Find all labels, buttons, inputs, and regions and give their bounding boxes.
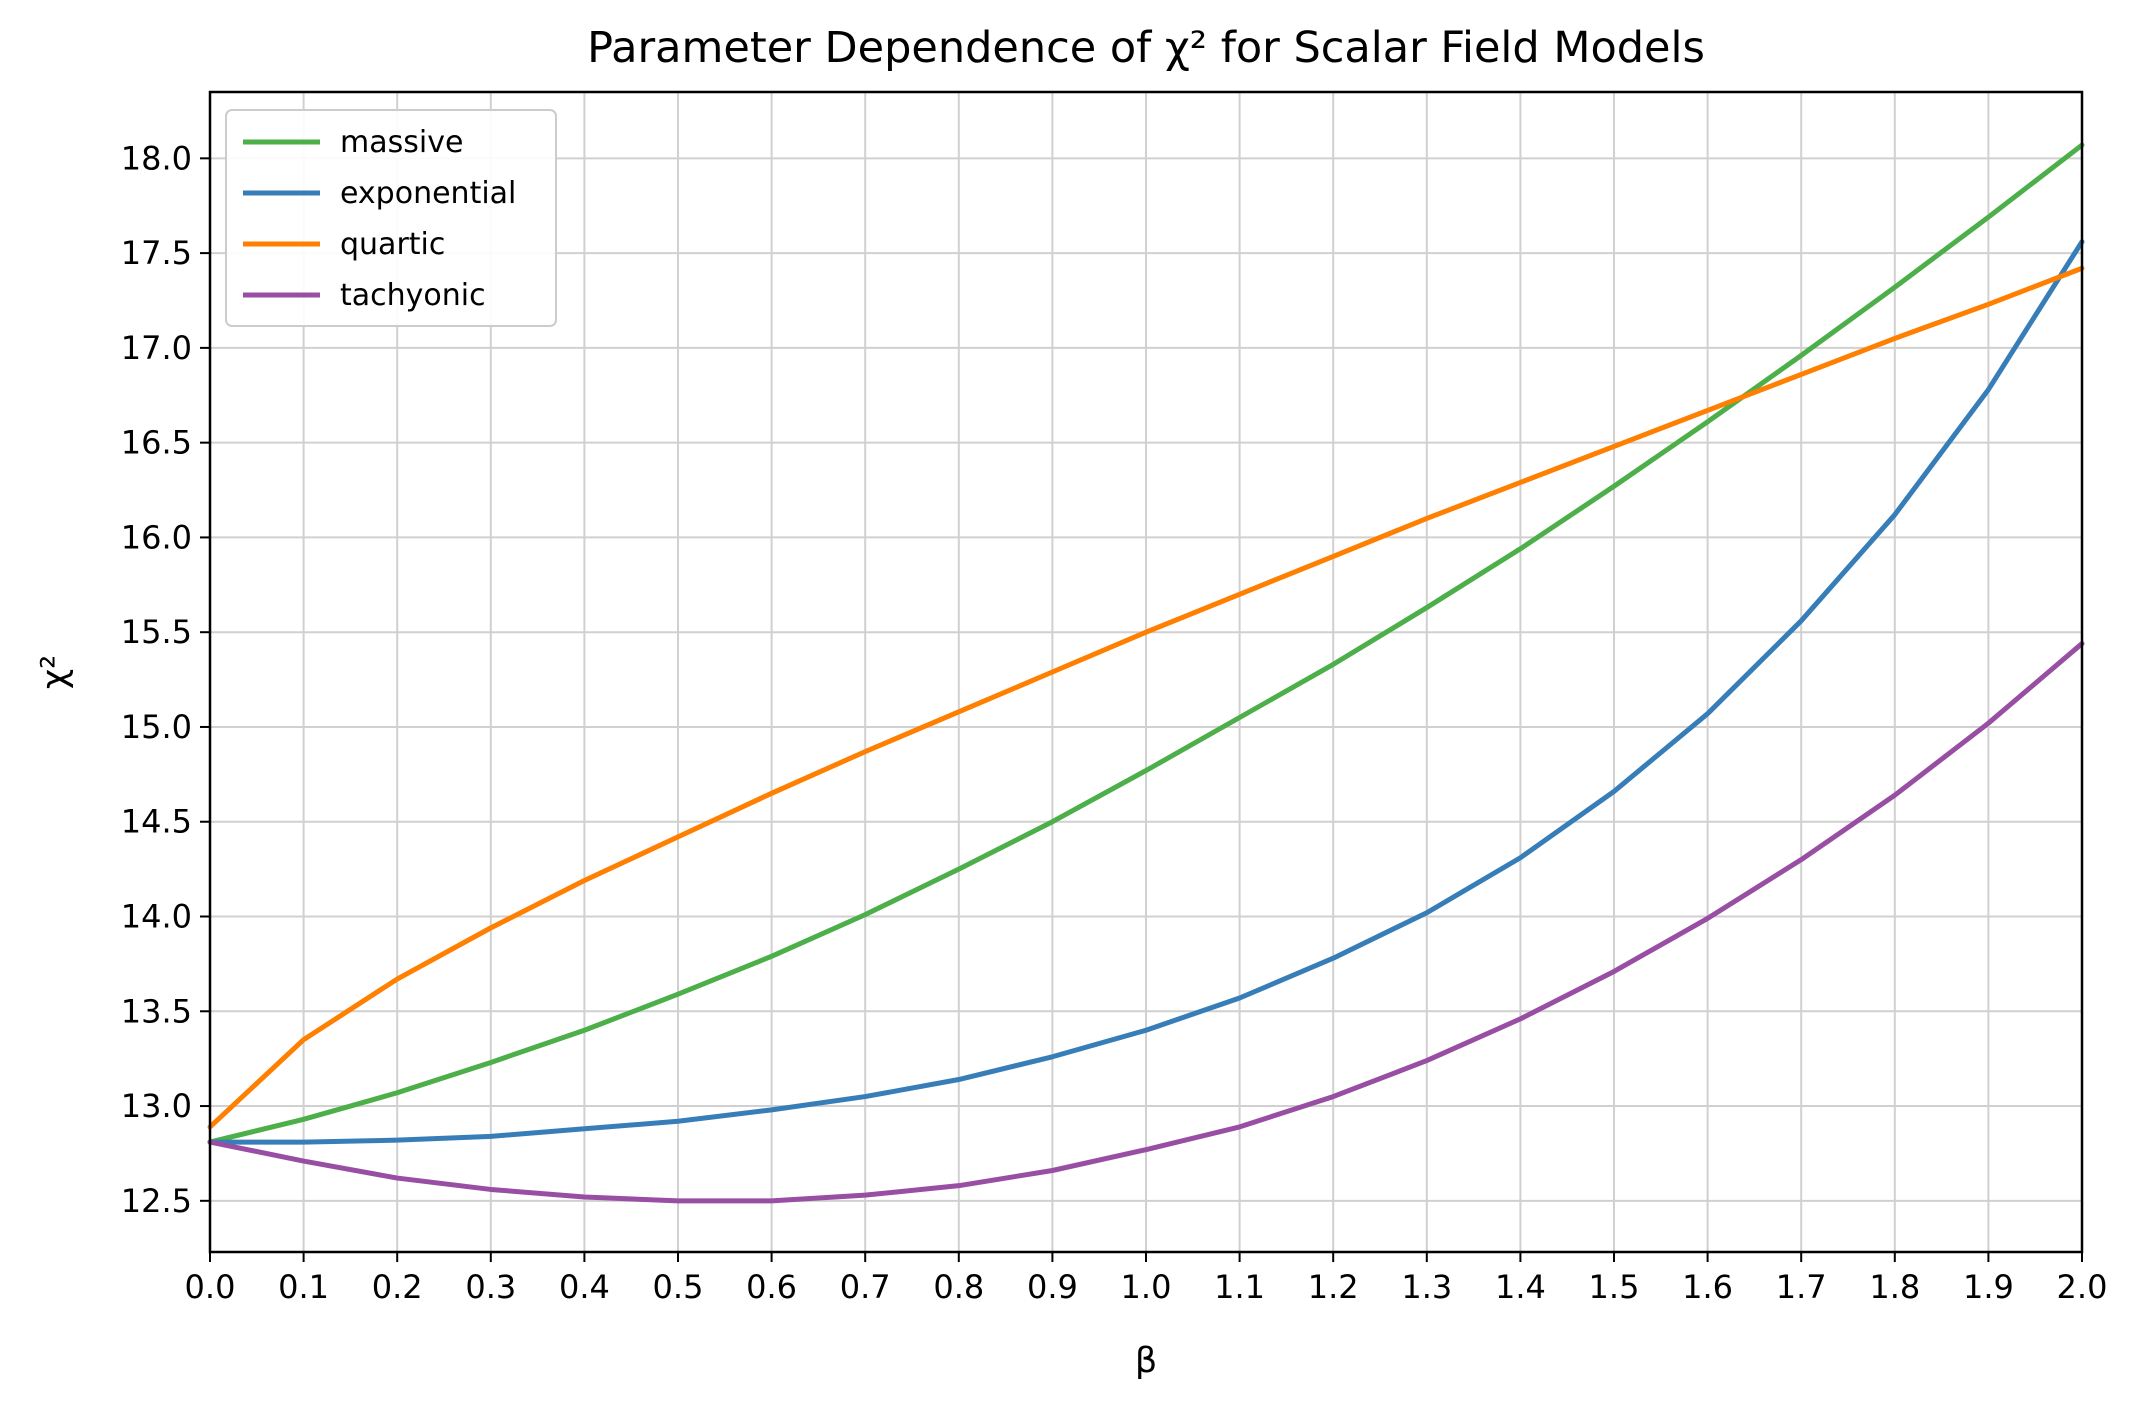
y-tick-label: 14.5 (121, 803, 192, 841)
x-tick-label: 0.1 (278, 1268, 329, 1306)
x-tick-label: 1.4 (1495, 1268, 1546, 1306)
x-tick-label: 2.0 (2057, 1268, 2108, 1306)
x-tick-label: 0.6 (746, 1268, 797, 1306)
x-tick-label: 0.5 (653, 1268, 704, 1306)
y-tick-label: 15.5 (121, 613, 192, 651)
y-axis-label: χ² (35, 655, 75, 689)
y-tick-label: 12.5 (121, 1182, 192, 1220)
y-tick-label: 17.5 (121, 234, 192, 272)
x-tick-label: 1.9 (1963, 1268, 2014, 1306)
legend-box (225, 109, 557, 327)
x-tick-label: 1.7 (1776, 1268, 1827, 1306)
legend-label-tachyonic: tachyonic (340, 278, 486, 313)
series-line-tachyonic (207, 641, 2085, 1204)
x-tick-label: 0.8 (933, 1268, 984, 1306)
x-tick-label: 1.8 (1869, 1268, 1920, 1306)
x-tick-label: 1.2 (1308, 1268, 1359, 1306)
x-tick-label: 1.3 (1401, 1268, 1452, 1306)
x-tick-label: 1.1 (1214, 1268, 1265, 1306)
x-tick-label: 0.7 (840, 1268, 891, 1306)
y-tick-label: 18.0 (121, 139, 192, 177)
x-tick-label: 1.6 (1682, 1268, 1733, 1306)
y-tick-label: 17.0 (121, 329, 192, 367)
x-tick-label: 0.0 (185, 1268, 236, 1306)
chart-title: Parameter Dependence of χ² for Scalar Fi… (587, 23, 1705, 73)
y-tick-label: 13.5 (121, 992, 192, 1030)
x-axis-label: β (1135, 1341, 1157, 1381)
series-layer (207, 142, 2085, 1204)
x-tick-label: 1.0 (1121, 1268, 1172, 1306)
y-tick-label: 16.0 (121, 518, 192, 556)
legend-label-massive: massive (340, 125, 463, 160)
x-tick-label: 0.2 (372, 1268, 423, 1306)
x-tick-label: 1.5 (1589, 1268, 1640, 1306)
series-line-exponential (207, 239, 2085, 1145)
y-tick-label: 15.0 (121, 708, 192, 746)
y-tick-label: 16.5 (121, 424, 192, 462)
legend-label-exponential: exponential (340, 176, 516, 211)
series-line-quartic (207, 265, 2085, 1130)
legend: massive exponential quartic tachyonic (225, 109, 557, 327)
x-tick-label: 0.4 (559, 1268, 610, 1306)
y-tick-label: 13.0 (121, 1087, 192, 1125)
series-line-massive (207, 142, 2085, 1145)
tick-layer: 0.0 0.1 0.2 0.3 0.4 0.5 0.6 0.7 0.8 0.9 1.0 1.1 1.2 1… (121, 139, 2108, 1306)
x-tick-label: 0.3 (465, 1268, 516, 1306)
y-tick-label: 14.0 (121, 898, 192, 936)
legend-label-quartic: quartic (340, 227, 445, 262)
x-tick-label: 0.9 (1027, 1268, 1078, 1306)
